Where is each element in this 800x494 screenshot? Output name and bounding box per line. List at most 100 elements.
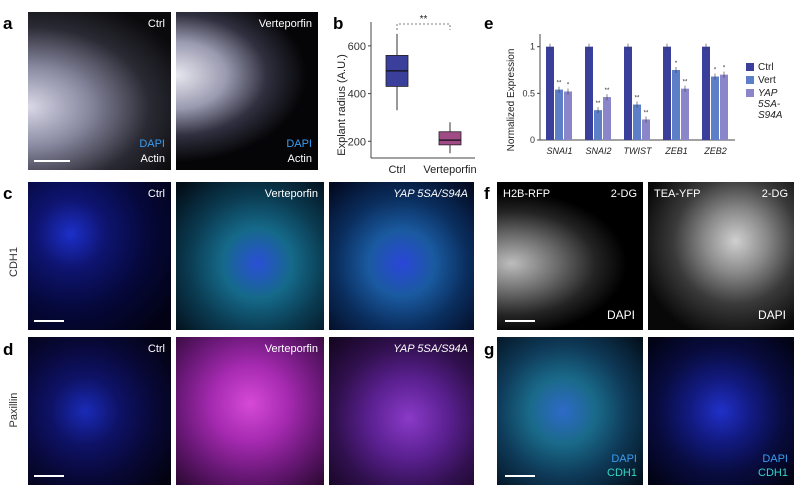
h2b-rfp-image: H2B-RFP 2-DG DAPI	[497, 182, 643, 330]
significance-star: *	[714, 68, 717, 74]
panel-label-e: e	[484, 14, 494, 33]
2dg-label: 2-DG	[761, 188, 788, 200]
row-label-paxillin: Paxillin	[8, 392, 20, 428]
scale-bar	[34, 160, 70, 162]
y-axis-label: Explant radius (A.U.)	[336, 54, 348, 155]
category-label: Ctrl	[388, 164, 405, 176]
ctrl-label: Ctrl	[147, 18, 165, 30]
y-tick-label: 1	[530, 42, 535, 52]
bar-twist	[633, 104, 641, 140]
bar-snai1	[564, 91, 572, 140]
verteporfin-label: Verteporfin	[264, 188, 318, 200]
verteporfin-label: Verteporfin	[258, 18, 312, 30]
bar-zeb1	[672, 70, 680, 140]
2dg-label: 2-DG	[610, 188, 637, 200]
significance-star: **	[683, 80, 688, 86]
panel-label-b: b	[333, 14, 344, 33]
cdh1-2dg-right-image: DAPI CDH1	[648, 337, 794, 485]
legend-swatch	[746, 63, 754, 71]
bar-zeb2	[702, 46, 710, 140]
significance-star: **	[557, 81, 562, 87]
y-tick-label: 600	[348, 41, 366, 53]
significance-star: *	[675, 61, 678, 67]
significance-star: *	[567, 82, 570, 88]
y-tick-label: 0.5	[522, 88, 535, 98]
category-label: Verteporfin	[423, 164, 476, 176]
bar-plot-area: 00.51** *SNAI1****SNAI2****TWIST***ZEB1* *…	[522, 34, 735, 156]
cdh1-label: CDH1	[607, 467, 637, 479]
category-label: ZEB1	[664, 146, 688, 156]
ctrl-label: Ctrl	[147, 343, 165, 355]
box-plot-area: 200 400 600 Ctrl Verteporfin **	[348, 14, 477, 176]
panel-label-f: f	[484, 184, 490, 203]
dapi-label: DAPI	[762, 453, 788, 465]
significance-bracket	[396, 23, 451, 30]
scale-bar	[34, 320, 64, 322]
bar-zeb1	[663, 46, 671, 140]
box-plot-chart: Explant radius (A.U.) 200 400 600 Ctrl Verte…	[336, 14, 477, 176]
bar-snai2	[603, 97, 611, 140]
bar-snai2	[594, 110, 602, 140]
dapi-label: DAPI	[606, 308, 635, 322]
scale-bar	[34, 475, 64, 477]
dapi-label: DAPI	[286, 138, 312, 150]
significance-star: **	[644, 110, 649, 116]
bar-zeb2	[720, 74, 728, 140]
legend-label: YAP 5SA-S94A	[758, 88, 783, 121]
verteporfin-label: Verteporfin	[264, 343, 318, 355]
bar-zeb1	[681, 88, 689, 140]
bar-snai1	[555, 89, 563, 140]
significance-label: **	[420, 14, 428, 25]
actin-label: Actin	[140, 153, 165, 165]
ctrl-label: Ctrl	[147, 188, 165, 200]
legend-label: Vert	[758, 75, 776, 86]
actin-label: Actin	[287, 153, 312, 165]
y-axis-label: Normalized Expression	[506, 49, 517, 152]
row-label-cdh1: CDH1	[8, 247, 20, 277]
tea-yfp-label: TEA-YFP	[654, 188, 701, 200]
cdh1-yap-image: YAP 5SA/S94A	[329, 182, 474, 330]
legend-label: Ctrl	[758, 62, 774, 73]
panel-label-a: a	[3, 14, 13, 33]
ctrl-explant-image: Ctrl DAPI Actin	[28, 12, 171, 170]
significance-star: **	[635, 96, 640, 102]
legend-swatch	[746, 76, 754, 84]
cdh1-2dg-left-image: DAPI CDH1	[497, 337, 643, 485]
dapi-label: DAPI	[139, 138, 165, 150]
h2b-rfp-label: H2B-RFP	[503, 188, 551, 200]
bar-snai1	[546, 46, 554, 140]
significance-star: **	[596, 101, 601, 107]
bar-snai2	[585, 46, 593, 140]
y-tick-label: 200	[348, 136, 366, 148]
verteporfin-explant-image: Verteporfin DAPI Actin	[176, 12, 318, 170]
dapi-label: DAPI	[611, 453, 637, 465]
cdh1-verteporfin-image: Verteporfin	[176, 182, 324, 330]
cdh1-label: CDH1	[758, 467, 788, 479]
scale-bar	[505, 320, 535, 322]
panel-label-c: c	[3, 184, 13, 203]
box-verteporfin	[438, 131, 462, 146]
paxillin-yap-image: YAP 5SA/S94A	[329, 337, 474, 485]
bar-chart: Normalized Expression 00.51** *SNAI1****S…	[506, 34, 783, 156]
panel-label-g: g	[484, 340, 495, 359]
bar-twist	[642, 119, 650, 140]
y-tick-label: 0	[530, 135, 535, 145]
category-label: ZEB2	[703, 146, 727, 156]
category-label: SNAI2	[585, 146, 611, 156]
dapi-label: DAPI	[757, 308, 786, 322]
significance-star: *	[723, 66, 726, 72]
legend-swatch	[746, 89, 754, 97]
paxillin-ctrl-image: Ctrl	[28, 337, 171, 485]
tea-yfp-image: TEA-YFP 2-DG DAPI	[648, 182, 794, 330]
panel-label-d: d	[3, 340, 14, 359]
paxillin-verteporfin-image: Verteporfin	[176, 337, 324, 485]
legend: Ctrl Vert YAP 5SA-S94A	[746, 62, 783, 121]
scale-bar	[505, 475, 535, 477]
bar-twist	[624, 46, 632, 140]
category-label: SNAI1	[546, 146, 572, 156]
cdh1-ctrl-image: Ctrl	[28, 182, 171, 330]
yap-label: YAP 5SA/S94A	[393, 188, 468, 200]
category-label: TWIST	[624, 146, 653, 156]
bar-zeb2	[711, 76, 719, 140]
significance-star: **	[605, 88, 610, 94]
